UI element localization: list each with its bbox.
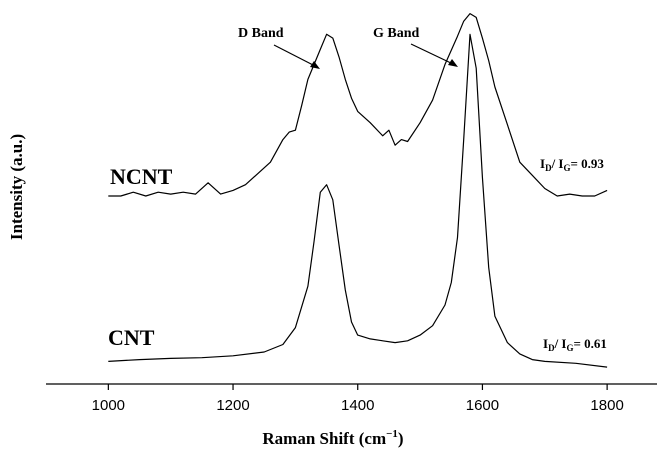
series-label-ncnt: NCNT [110, 164, 173, 189]
g-band-label: G Band [373, 26, 420, 41]
x-tick-label: 1600 [466, 397, 499, 414]
x-tick-label: 1800 [590, 397, 623, 414]
x-tick-label: 1000 [92, 397, 125, 414]
ncnt-ratio-label: ID/ IG= 0.93 [540, 156, 604, 173]
x-ticks: 1000 1200 1400 1600 1800 [92, 384, 624, 414]
y-axis-title: Intensity (a.u.) [7, 134, 26, 240]
g-band-arrow [410, 43, 458, 67]
x-tick-label: 1400 [341, 397, 374, 414]
x-axis-title: Raman Shift (cm−1) [262, 428, 403, 448]
series-label-cnt: CNT [108, 325, 155, 350]
series-lines [108, 13, 608, 368]
cnt-ratio-label: ID/ IG= 0.61 [543, 336, 607, 353]
series-line-cnt [108, 33, 608, 368]
series-line-ncnt [108, 13, 608, 197]
axes: 1000 1200 1400 1600 1800 [46, 383, 657, 414]
d-band-label: D Band [238, 26, 284, 41]
x-tick-label: 1200 [216, 397, 249, 414]
d-band-arrow [273, 44, 320, 69]
